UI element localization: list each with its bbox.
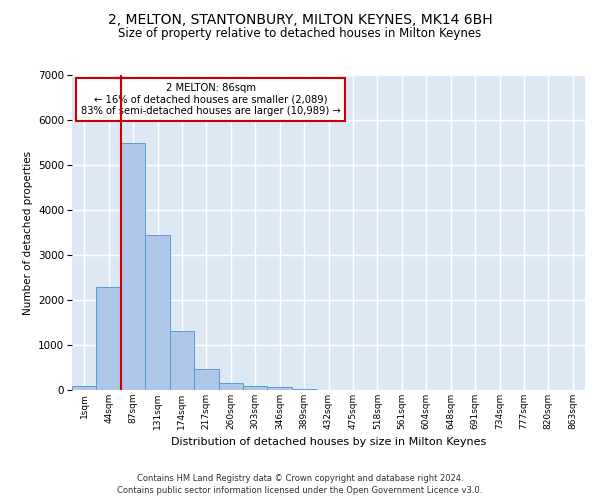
Text: 2 MELTON: 86sqm
← 16% of detached houses are smaller (2,089)
83% of semi-detache: 2 MELTON: 86sqm ← 16% of detached houses… bbox=[80, 83, 340, 116]
Y-axis label: Number of detached properties: Number of detached properties bbox=[23, 150, 32, 314]
Text: Contains HM Land Registry data © Crown copyright and database right 2024.
Contai: Contains HM Land Registry data © Crown c… bbox=[118, 474, 482, 495]
Bar bbox=[121, 144, 145, 390]
Bar bbox=[292, 388, 316, 390]
Bar bbox=[218, 383, 243, 390]
X-axis label: Distribution of detached houses by size in Milton Keynes: Distribution of detached houses by size … bbox=[171, 438, 486, 448]
Text: 2, MELTON, STANTONBURY, MILTON KEYNES, MK14 6BH: 2, MELTON, STANTONBURY, MILTON KEYNES, M… bbox=[107, 12, 493, 26]
Bar bbox=[268, 388, 292, 390]
Bar bbox=[194, 369, 218, 390]
Bar bbox=[243, 386, 268, 390]
Text: Size of property relative to detached houses in Milton Keynes: Size of property relative to detached ho… bbox=[118, 28, 482, 40]
Bar bbox=[145, 235, 170, 390]
Bar bbox=[170, 331, 194, 390]
Bar bbox=[97, 288, 121, 390]
Bar bbox=[72, 386, 97, 390]
